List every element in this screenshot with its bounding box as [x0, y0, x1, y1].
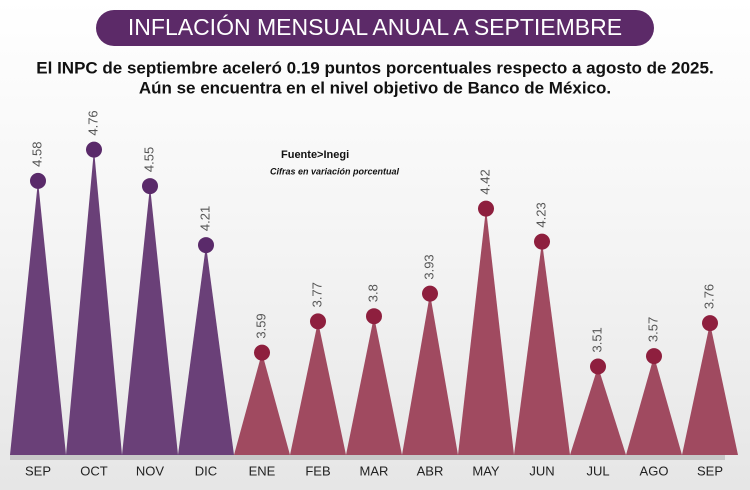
- x-tick-label: OCT: [80, 463, 108, 478]
- x-tick-label: JUL: [586, 463, 609, 478]
- value-label: 3.59: [253, 313, 268, 338]
- x-tick-label: NOV: [136, 463, 165, 478]
- source: Fuente>Inegi: [281, 149, 349, 161]
- spike: [66, 149, 122, 455]
- x-tick-label: JUN: [529, 463, 554, 478]
- value-label: 4.58: [29, 142, 44, 167]
- spike: [178, 245, 234, 455]
- x-tick-label: ENE: [249, 463, 276, 478]
- subtitle: Aún se encuentra en el nivel objetivo de…: [139, 78, 611, 97]
- value-label: 3.77: [309, 282, 324, 307]
- spike: [10, 180, 66, 455]
- spike: [682, 323, 738, 455]
- value-label: 4.76: [85, 110, 100, 135]
- x-tick-label: SEP: [697, 463, 723, 478]
- x-tick-label: ABR: [417, 463, 444, 478]
- value-label: 3.76: [701, 284, 716, 309]
- dot: [478, 200, 494, 217]
- dot: [198, 237, 214, 254]
- spike: [346, 316, 402, 455]
- value-label: 3.57: [645, 317, 660, 342]
- spike: [402, 293, 458, 455]
- value-label: 4.23: [533, 202, 548, 227]
- spike: [458, 208, 514, 455]
- x-tick-label: MAY: [472, 463, 500, 478]
- value-label: 3.93: [421, 254, 436, 279]
- value-label: 3.51: [589, 327, 604, 352]
- value-label: 4.42: [477, 169, 492, 194]
- note: Cifras en variación porcentual: [270, 166, 400, 176]
- x-tick-label: FEB: [305, 463, 330, 478]
- dot: [702, 315, 718, 332]
- baseline: [10, 455, 725, 460]
- spike: [122, 186, 178, 455]
- dot: [142, 178, 158, 195]
- value-label: 3.8: [365, 284, 380, 302]
- x-tick-label: MAR: [360, 463, 389, 478]
- chart-title: INFLACIÓN MENSUAL ANUAL A SEPTIEMBRE: [128, 14, 622, 40]
- value-label: 4.55: [141, 147, 156, 172]
- title-banner: [96, 10, 654, 46]
- dot: [30, 172, 46, 189]
- dot: [366, 308, 382, 325]
- spike: [234, 352, 290, 455]
- dot: [534, 233, 550, 250]
- spike: [570, 366, 626, 455]
- dot: [646, 348, 662, 365]
- x-tick-label: AGO: [640, 463, 669, 478]
- value-label: 4.21: [197, 206, 212, 231]
- spike: [626, 356, 682, 455]
- dot: [422, 285, 438, 302]
- x-tick-label: DIC: [195, 463, 217, 478]
- dot: [254, 344, 270, 361]
- dot: [310, 313, 326, 330]
- spike: [290, 321, 346, 455]
- x-tick-label: SEP: [25, 463, 51, 478]
- spike: [514, 241, 570, 455]
- subtitle: El INPC de septiembre aceleró 0.19 punto…: [36, 58, 713, 77]
- dot: [86, 141, 102, 158]
- dot: [590, 358, 606, 375]
